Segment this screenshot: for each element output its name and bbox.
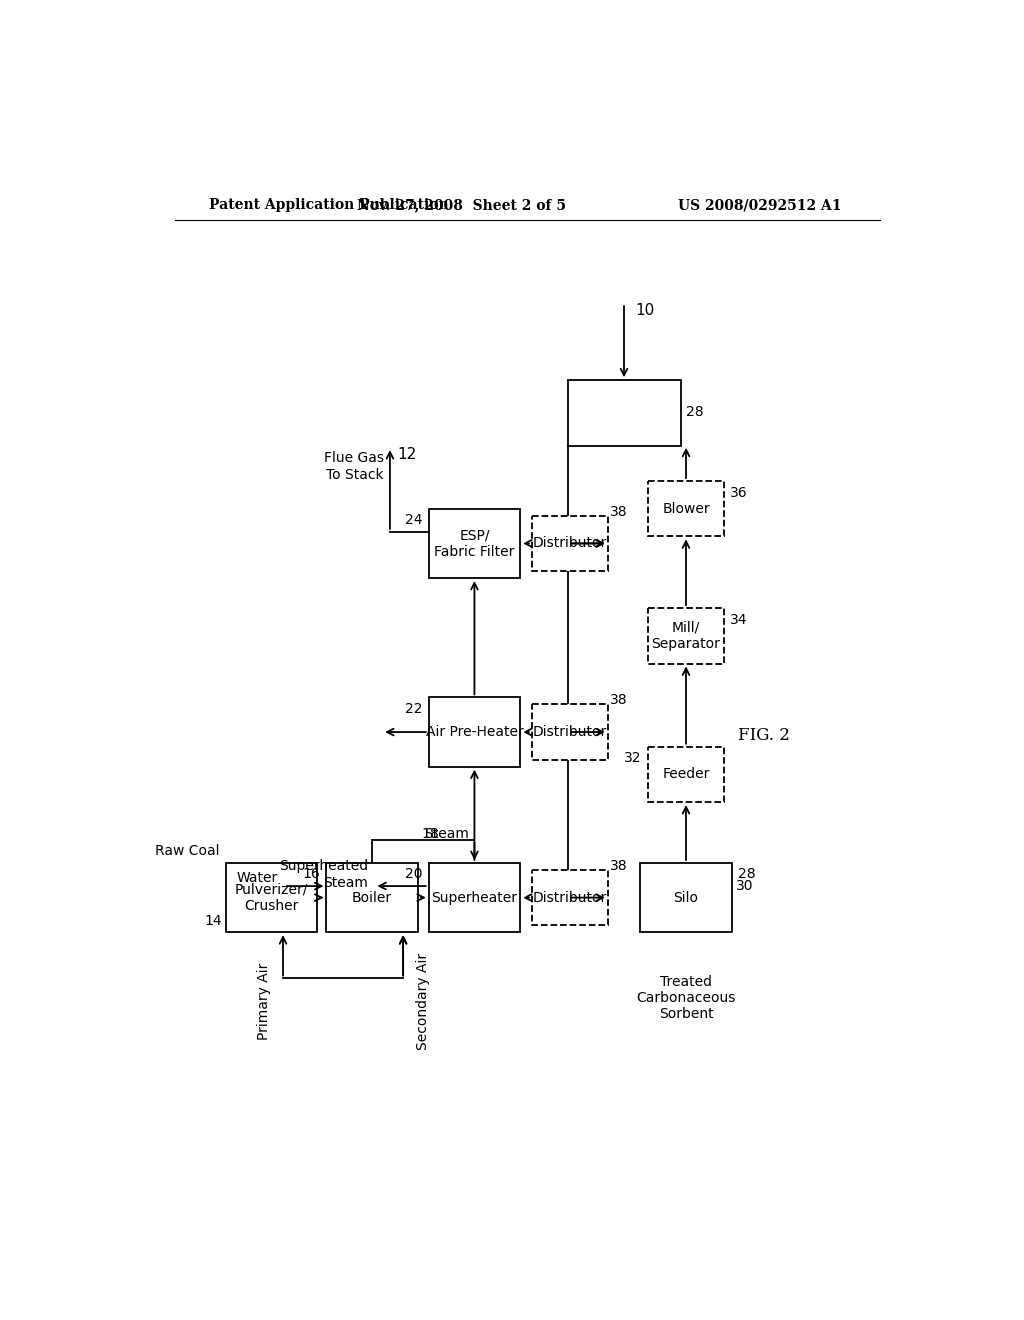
Text: 32: 32	[625, 751, 642, 766]
Text: Raw Coal: Raw Coal	[155, 845, 219, 858]
Text: US 2008/0292512 A1: US 2008/0292512 A1	[678, 198, 841, 213]
Text: Distributor: Distributor	[532, 725, 607, 739]
Text: Mill/
Separator: Mill/ Separator	[651, 620, 721, 651]
Text: Treated
Carbonaceous
Sorbent: Treated Carbonaceous Sorbent	[636, 974, 735, 1020]
Bar	[429, 508, 520, 578]
Text: ESP/
Fabric Filter: ESP/ Fabric Filter	[434, 528, 515, 558]
Text: Distributor: Distributor	[532, 891, 607, 904]
Text: Feeder: Feeder	[663, 767, 710, 781]
Text: Silo: Silo	[674, 891, 698, 904]
Bar	[531, 516, 607, 572]
Bar	[648, 747, 724, 803]
Text: Air Pre-Heater: Air Pre-Heater	[426, 725, 523, 739]
Bar	[429, 863, 520, 932]
Bar	[648, 480, 724, 536]
Text: Steam: Steam	[424, 826, 469, 841]
Text: 38: 38	[610, 693, 628, 708]
Bar	[327, 863, 418, 932]
Text: 16: 16	[302, 867, 321, 882]
Bar	[531, 705, 607, 760]
Bar	[648, 609, 724, 664]
Text: 30: 30	[735, 879, 753, 894]
Bar	[531, 870, 607, 925]
Text: 18: 18	[422, 826, 439, 841]
Text: 34: 34	[730, 612, 748, 627]
Text: Blower: Blower	[663, 502, 710, 516]
Bar	[225, 863, 317, 932]
Text: Superheated
Steam: Superheated Steam	[280, 859, 369, 890]
Text: Primary Air: Primary Air	[257, 962, 270, 1040]
Text: Pulverizer/
Crusher: Pulverizer/ Crusher	[234, 883, 308, 912]
Text: Flue Gas
To Stack: Flue Gas To Stack	[324, 451, 384, 482]
Text: Water: Water	[237, 871, 278, 886]
Text: 22: 22	[406, 702, 423, 715]
Text: FIG. 2: FIG. 2	[737, 727, 790, 744]
Text: 14: 14	[204, 913, 222, 928]
Text: 28: 28	[738, 867, 756, 882]
Text: 28: 28	[686, 405, 703, 420]
Text: 20: 20	[406, 867, 423, 882]
Text: Boiler: Boiler	[352, 891, 392, 904]
Text: 10: 10	[636, 304, 655, 318]
Text: 38: 38	[610, 504, 628, 519]
Text: Patent Application Publication: Patent Application Publication	[209, 198, 449, 213]
Bar	[640, 863, 732, 932]
Text: Superheater: Superheater	[431, 891, 517, 904]
Text: 12: 12	[397, 447, 417, 462]
Text: Distributor: Distributor	[532, 536, 607, 550]
Text: 38: 38	[610, 859, 628, 873]
Bar	[429, 697, 520, 767]
Bar	[568, 380, 681, 446]
Text: Secondary Air: Secondary Air	[416, 953, 429, 1051]
Text: 24: 24	[406, 513, 423, 527]
Text: 36: 36	[730, 486, 748, 499]
Text: Nov. 27, 2008  Sheet 2 of 5: Nov. 27, 2008 Sheet 2 of 5	[356, 198, 565, 213]
